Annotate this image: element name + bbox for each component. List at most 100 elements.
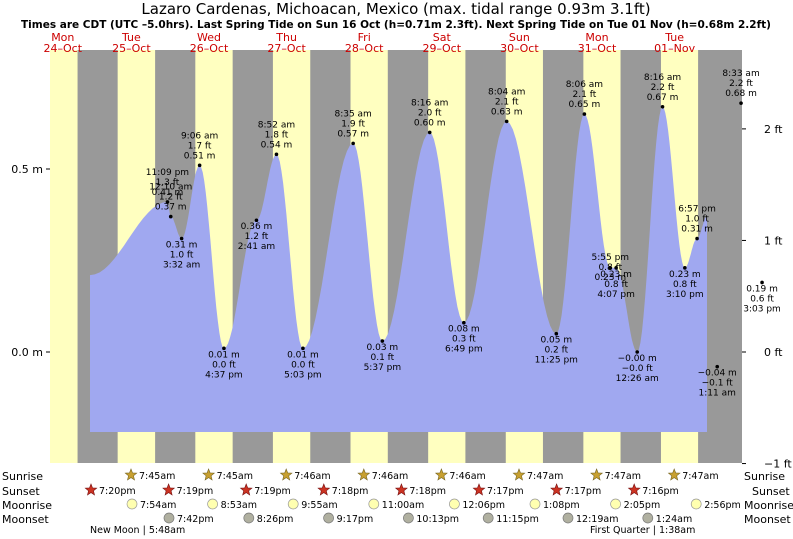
tide-label: 0.41 m (152, 188, 184, 198)
tide-label: 0.68 m (725, 89, 757, 99)
tide-point (254, 218, 259, 223)
tide-label: 1.2 ft (245, 232, 269, 242)
tide-label: 0.3 ft (452, 335, 476, 345)
tide-label: 0.65 m (569, 100, 601, 110)
tide-point (715, 364, 720, 369)
tide-label: 1.0 ft (685, 215, 709, 225)
sun-moon-rows: Sunrise Sunset Moonrise Moonset Sunrise … (2, 468, 793, 536)
tide-label: 0.23 m (594, 273, 626, 283)
tide-point (760, 280, 764, 285)
sunrise-row-label-right: Sunrise (744, 470, 785, 483)
moonset-row-label-right: Moonset (744, 513, 791, 526)
tide-label: 6:49 pm (445, 345, 483, 355)
tide-point (165, 200, 170, 204)
tide-label: 0.0 ft (291, 360, 315, 370)
moonrise-icon (207, 498, 218, 510)
tide-label: 8:33 am (722, 69, 759, 79)
sunset-time: 7:18pm (332, 486, 369, 497)
tide-label: 2.2 ft (651, 83, 675, 93)
tide-label: 12:10 am (149, 183, 192, 193)
day-name: Mon (51, 31, 74, 44)
sunrise-icon (202, 468, 216, 481)
tide-point (504, 119, 509, 124)
right-axis-tick-label: 2 ft (764, 123, 783, 136)
moonrise-icon (529, 498, 541, 510)
day-date: 26–Oct (190, 42, 229, 55)
tide-label: 1.8 ft (265, 130, 289, 140)
moonset-time: 7:42pm (177, 514, 214, 525)
left-axis-tick-label: 0.0 m (11, 346, 43, 359)
tide-label: 2.0 ft (418, 108, 442, 118)
moonset-icon (403, 512, 414, 524)
sunrise-time: 7:47am (527, 471, 563, 482)
sunset-icon (472, 483, 486, 496)
right-axis-tick-label: −1 ft (764, 458, 792, 471)
tide-label: 2.1 ft (495, 97, 519, 107)
moonset-time: 8:26pm (257, 514, 294, 525)
tide-label: −0.0 ft (622, 364, 654, 374)
sunset-icon (84, 483, 98, 496)
tide-point (660, 104, 665, 109)
tide-label: 0.19 m (746, 284, 778, 294)
moonrise-time: 2:05pm (624, 500, 661, 511)
day-date: 01–Nov (654, 42, 695, 55)
tide-point (739, 101, 743, 105)
tide-label: 0.31 m (166, 241, 198, 251)
tide-label: 5:03 pm (284, 370, 322, 380)
day-name: Mon (585, 31, 608, 44)
tide-point (608, 266, 613, 270)
tide-label: 3:32 am (163, 261, 200, 271)
sunrise-icon (512, 468, 526, 481)
tide-point (274, 152, 279, 157)
tide-area (90, 106, 707, 433)
sunrise-icon (667, 468, 681, 481)
tide-point (197, 163, 202, 168)
day-name: Tue (664, 31, 684, 44)
day-name: Sat (433, 31, 452, 44)
moonrise-time: 11:00am (382, 500, 424, 511)
day-date: 27–Oct (267, 42, 306, 55)
sunset-icon (317, 483, 331, 496)
day-date: 31–Oct (578, 42, 617, 55)
day-name: Wed (197, 31, 221, 44)
tide-label: 0.60 m (414, 118, 446, 128)
tide-curve (90, 106, 707, 433)
sunset-time: 7:19pm (177, 486, 214, 497)
tide-point (554, 331, 559, 336)
day-date: 25–Oct (112, 42, 151, 55)
moonrise-icon (287, 498, 299, 510)
sunrise-icon (434, 468, 448, 481)
tide-label: 8:06 am (566, 80, 603, 90)
moonset-icon (642, 512, 654, 524)
moonset-time: 10:13pm (416, 514, 459, 525)
chart-header: Lazaro Cardenas, Michoacan, Mexico (max.… (21, 0, 771, 31)
tide-label: 1.7 ft (188, 141, 212, 151)
sunrise-time: 7:46am (449, 471, 485, 482)
tide-label: 0.36 m (241, 222, 273, 232)
sunset-icon (627, 483, 641, 496)
new-moon-note: New Moon | 5:48am (90, 525, 185, 536)
tide-label: 0.37 m (155, 203, 187, 213)
moonrise-time: 9:55am (301, 500, 337, 511)
tide-label: 9:06 am (181, 131, 218, 141)
sunset-row-label-right: Sunset (752, 485, 790, 498)
moonrise-icon (449, 498, 460, 510)
moonset-time: 11:15pm (496, 514, 539, 525)
sunset-time: 7:19pm (254, 486, 291, 497)
tide-label: 0.23 m (600, 270, 632, 280)
moonset-time: 12:19am (576, 514, 618, 525)
tide-label: 0.63 m (491, 107, 523, 117)
tide-label: 8:52 am (258, 120, 295, 130)
tide-point (614, 266, 618, 270)
sunset-time: 7:18pm (409, 486, 446, 497)
tide-label: 0.01 m (208, 350, 240, 360)
sunrise-time: 7:47am (682, 471, 718, 482)
moonrise-time: 1:08pm (543, 500, 580, 511)
sunrise-time: 7:45am (217, 471, 253, 482)
tide-label: 3:03 pm (743, 304, 781, 314)
chart-title: Lazaro Cardenas, Michoacan, Mexico (max.… (141, 0, 650, 18)
day-name: Fri (358, 31, 371, 44)
moonrise-row-label-right: Moonrise (744, 499, 793, 512)
tide-point (301, 346, 305, 351)
